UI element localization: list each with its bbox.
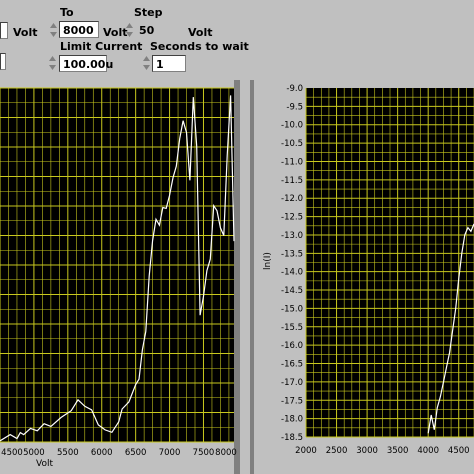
left-chart-xtick: 6500: [125, 448, 147, 458]
right-chart-ytick: -13.0: [281, 231, 303, 241]
right-chart-ytick: -16.0: [281, 341, 303, 351]
left-chart-xtick: 5500: [57, 448, 79, 458]
left-chart-xtick: 8000: [215, 448, 237, 458]
limit-current-input[interactable]: 100.00u: [59, 55, 113, 72]
step-unit-label: Volt: [188, 26, 213, 39]
right-chart-ytick: -13.5: [281, 249, 303, 259]
right-chart-ytick: -9.0: [286, 84, 303, 94]
left-chart-xlabel: Volt: [36, 459, 53, 469]
to-input[interactable]: 8000: [59, 21, 99, 38]
left-chart-xtick: 6000: [91, 448, 113, 458]
seconds-spinner-icon[interactable]: [142, 54, 151, 72]
right-chart-ytick: -12.5: [281, 213, 303, 223]
right-chart-series-line: [427, 223, 474, 434]
right-chart-ytick: -14.5: [281, 286, 303, 296]
left-chart-right-border: [234, 80, 240, 474]
from-unit-label: Volt: [13, 26, 38, 39]
from-secondary-field[interactable]: [0, 53, 6, 70]
step-value: 50: [135, 21, 167, 38]
right-chart-xtick: 2000: [295, 446, 317, 456]
seconds-label: Seconds to wait: [150, 40, 249, 53]
limit-current-spinner-icon[interactable]: [48, 54, 57, 72]
left-chart-series-line: [0, 95, 235, 442]
right-chart-xtick: 2500: [326, 446, 348, 456]
right-chart-ytick: -10.0: [281, 121, 303, 131]
right-chart-left-border: [250, 80, 254, 474]
right-chart-ytick: -18.0: [281, 415, 303, 425]
right-chart-xtick: 3500: [387, 446, 409, 456]
right-chart-ytick: -9.5: [286, 102, 303, 112]
right-chart-ylabel: ln(I): [263, 252, 273, 270]
left-chart: 4500 5000 5500 6000 6500 7000 7500 8000 Volt: [0, 80, 240, 474]
right-chart-xtick: 4500: [448, 446, 470, 456]
to-label: To: [60, 6, 74, 19]
right-chart-ytick: -17.0: [281, 378, 303, 388]
left-chart-xtick: 7000: [159, 448, 181, 458]
right-chart: -9.0 -9.5 -10.0 -10.5 -11.0 -11.5 -12.0 -12.5 -1…: [250, 80, 474, 474]
left-chart-xtick: 4500: [1, 448, 23, 458]
to-unit-label: Volt: [103, 26, 128, 39]
right-chart-ytick: -16.5: [281, 360, 303, 370]
left-chart-xtick: 5000: [23, 448, 45, 458]
left-chart-xtick: 7500: [193, 448, 215, 458]
right-chart-ytick: -11.5: [281, 176, 303, 186]
right-chart-xtick: 4000: [417, 446, 439, 456]
limit-current-label: Limit Current: [60, 40, 143, 53]
right-chart-ytick: -10.5: [281, 139, 303, 149]
to-spinner-icon[interactable]: [49, 21, 58, 39]
step-label: Step: [134, 6, 163, 19]
right-chart-ytick: -15.0: [281, 304, 303, 314]
right-chart-ytick: -11.0: [281, 157, 303, 167]
right-chart-ytick: -18.5: [281, 433, 303, 443]
right-chart-ytick: -15.5: [281, 323, 303, 333]
from-field[interactable]: [0, 22, 8, 39]
step-spinner-icon[interactable]: [125, 21, 134, 39]
right-chart-ytick: -17.5: [281, 396, 303, 406]
seconds-input[interactable]: 1: [152, 55, 186, 72]
right-chart-ytick: -12.0: [281, 194, 303, 204]
right-chart-ytick: -14.0: [281, 268, 303, 278]
right-chart-xtick: 3000: [356, 446, 378, 456]
